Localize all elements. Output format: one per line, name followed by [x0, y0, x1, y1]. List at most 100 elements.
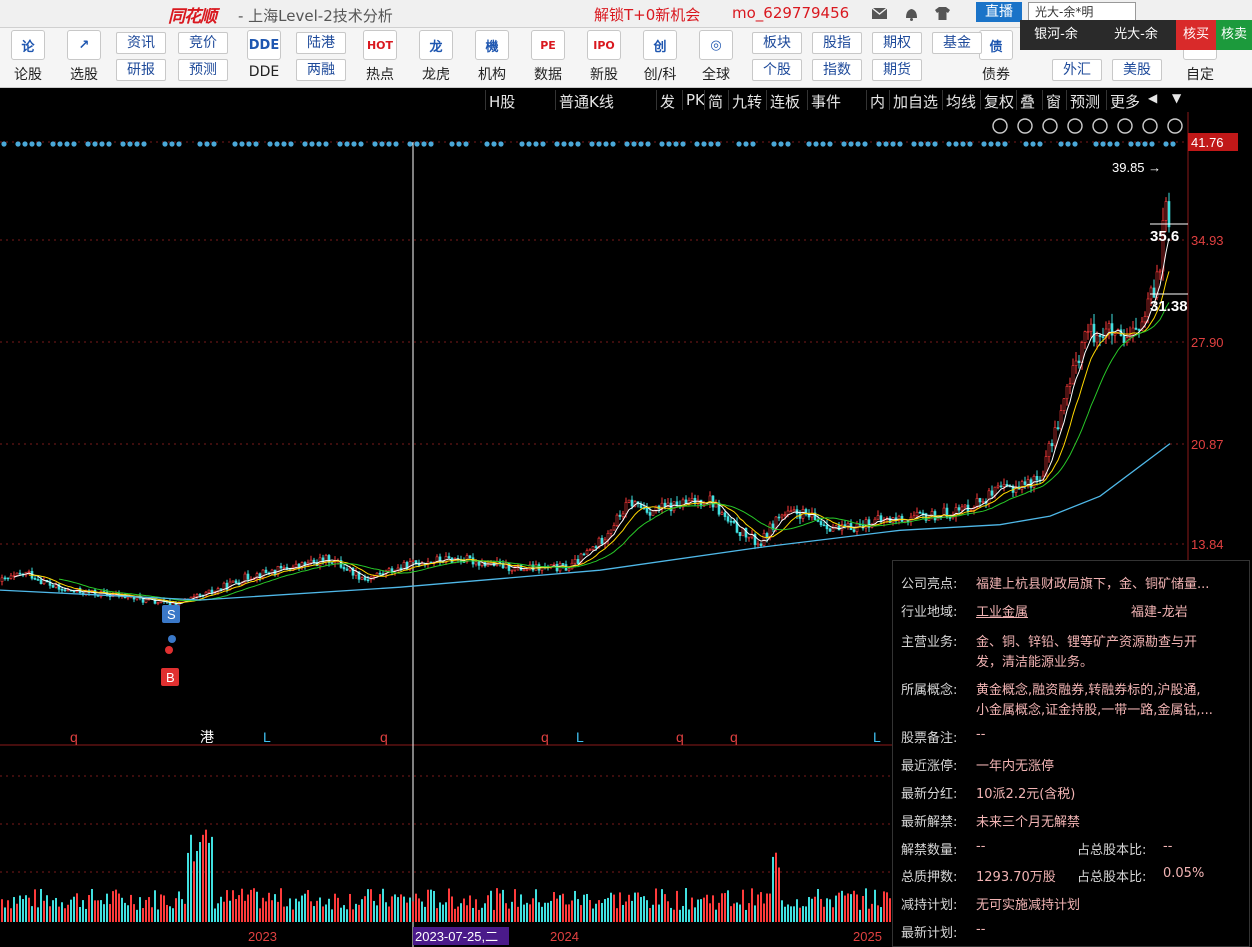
- broker-item-yinhe[interactable]: 银河-余: [1034, 27, 1078, 42]
- toolbar-pill[interactable]: 指数: [812, 59, 862, 81]
- chart-tool-item[interactable]: 均线: [946, 93, 977, 111]
- tool-11[interactable]: 债债券: [972, 30, 1020, 84]
- verify-sell-button[interactable]: 核卖: [1216, 20, 1252, 50]
- chart-tool-item[interactable]: 连板: [770, 93, 801, 111]
- eye-icon[interactable]: [992, 118, 1008, 134]
- tool-2[interactable]: ↗ 选股: [60, 30, 108, 84]
- chart-tool-item[interactable]: 简: [708, 93, 724, 111]
- volume-bar: [268, 892, 270, 922]
- volume-bar: [355, 903, 357, 922]
- bell-icon[interactable]: [903, 6, 920, 21]
- lock-icon[interactable]: [1117, 118, 1133, 134]
- tool-5[interactable]: 龙龙虎: [412, 30, 460, 84]
- volume-bar: [19, 895, 21, 922]
- toolbar-pill[interactable]: 期货: [872, 59, 922, 81]
- volume-bar: [481, 907, 483, 922]
- toolbar-pill[interactable]: 预测: [178, 59, 228, 81]
- volume-bar: [577, 899, 579, 922]
- volume-bar: [46, 895, 48, 922]
- info-extra-value: 0.05%: [1163, 866, 1205, 881]
- chart-tool-item[interactable]: H股: [489, 93, 516, 111]
- tool-icon: 创: [643, 30, 677, 60]
- toolbar-pill[interactable]: 资讯: [116, 32, 166, 54]
- tool-7[interactable]: PE 数据: [524, 30, 572, 84]
- broker-select[interactable]: 光大-余*明: [1028, 2, 1136, 22]
- buy-signal-marker[interactable]: B: [161, 646, 179, 686]
- tool-10[interactable]: ◎ 全球: [692, 30, 740, 84]
- username[interactable]: mo_629779456: [732, 4, 850, 22]
- chart-tool-item[interactable]: 复权: [984, 93, 1015, 111]
- tool-9[interactable]: 创创/科: [636, 30, 684, 84]
- toolbar-pill[interactable]: 基金: [932, 32, 982, 54]
- tool-8[interactable]: IPO 新股: [580, 30, 628, 84]
- event-marker[interactable]: 港: [200, 729, 214, 745]
- volume-bar: [304, 893, 306, 922]
- event-marker[interactable]: L: [263, 729, 271, 745]
- event-marker[interactable]: q: [730, 729, 738, 745]
- toolbar-pill[interactable]: 板块: [752, 32, 802, 54]
- toolbar-pill[interactable]: 个股: [752, 59, 802, 81]
- volume-bar: [259, 908, 261, 922]
- sell-signal-marker[interactable]: S: [162, 605, 180, 643]
- info-value[interactable]: 工业金属: [976, 605, 1029, 620]
- volume-bar: [871, 903, 873, 922]
- chart-tool-item[interactable]: 普通K线: [559, 93, 614, 111]
- volume-bar: [556, 898, 558, 922]
- volume-bar: [25, 895, 27, 922]
- tool-6[interactable]: 機机构: [468, 30, 516, 84]
- chart-tool-item[interactable]: 九转: [732, 93, 763, 111]
- chart-toolbar-divider: [704, 90, 705, 110]
- volume-bar: [205, 829, 207, 922]
- candle-body: [1164, 201, 1168, 221]
- undo-icon[interactable]: [1067, 118, 1083, 134]
- chart-tool-item[interactable]: 预测: [1070, 93, 1101, 111]
- chart-tool-item[interactable]: PK: [686, 91, 705, 109]
- event-marker[interactable]: L: [576, 729, 584, 745]
- tool-1[interactable]: 论论股: [4, 30, 52, 84]
- toolbar-pill[interactable]: 期权: [872, 32, 922, 54]
- chart-tool-item[interactable]: 更多: [1110, 93, 1141, 111]
- collapse-left-icon[interactable]: ◀: [1148, 91, 1158, 105]
- candle-body: [276, 566, 280, 575]
- tool-4[interactable]: HOT 热点: [356, 30, 404, 84]
- toolbar-pill[interactable]: 美股: [1112, 59, 1162, 81]
- chart-tool-item[interactable]: 加自选: [893, 93, 939, 111]
- play-icon[interactable]: [1042, 118, 1058, 134]
- zoom-out-icon[interactable]: [1167, 118, 1183, 134]
- volume-bar: [865, 888, 867, 922]
- tool-3[interactable]: DDE DDE: [240, 30, 288, 80]
- zoom-in-icon[interactable]: [1142, 118, 1158, 134]
- candle-body: [759, 543, 763, 546]
- shirt-icon[interactable]: [934, 6, 951, 21]
- toolbar-pill[interactable]: 竞价: [178, 32, 228, 54]
- event-strip[interactable]: [1, 141, 1176, 147]
- toolbar-pill[interactable]: 股指: [812, 32, 862, 54]
- candle-body: [207, 589, 211, 593]
- candle-body: [897, 515, 901, 522]
- chart-tool-item[interactable]: 事件: [811, 93, 842, 111]
- event-marker[interactable]: L: [873, 729, 881, 745]
- scissors-icon[interactable]: [1092, 118, 1108, 134]
- toolbar-pill[interactable]: 两融: [296, 59, 346, 81]
- volume-bar: [778, 867, 780, 922]
- event-marker[interactable]: q: [676, 729, 684, 745]
- live-button[interactable]: 直播: [976, 2, 1022, 22]
- chart-tool-item[interactable]: 发: [660, 93, 676, 111]
- chart-tool-item[interactable]: 窗: [1046, 93, 1062, 111]
- event-marker[interactable]: q: [380, 729, 388, 745]
- event-marker[interactable]: q: [70, 729, 78, 745]
- verify-buy-button[interactable]: 核买: [1176, 20, 1216, 50]
- chart-tool-item[interactable]: 叠: [1020, 93, 1036, 111]
- chart-toolbar-divider: [485, 90, 486, 110]
- hand-icon[interactable]: [1017, 118, 1033, 134]
- promo-link[interactable]: 解锁T+0新机会: [594, 6, 701, 24]
- volume-bar: [484, 903, 486, 922]
- chart-tool-item[interactable]: 内: [870, 93, 886, 111]
- toolbar-pill[interactable]: 陆港: [296, 32, 346, 54]
- toolbar-pill[interactable]: 研报: [116, 59, 166, 81]
- toolbar-pill[interactable]: 外汇: [1052, 59, 1102, 81]
- event-marker[interactable]: q: [541, 729, 549, 745]
- dropdown-icon[interactable]: ▼: [1172, 91, 1182, 105]
- broker-item-guangda[interactable]: 光大-余: [1114, 27, 1158, 42]
- mail-icon[interactable]: [871, 6, 888, 21]
